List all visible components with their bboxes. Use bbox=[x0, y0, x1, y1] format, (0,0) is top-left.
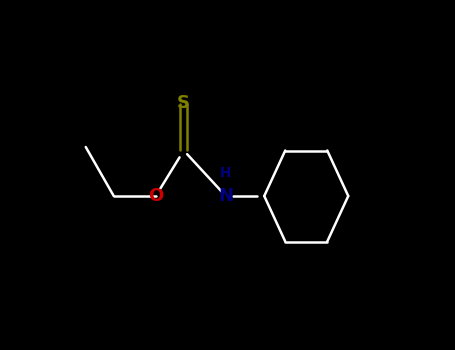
Text: H: H bbox=[220, 166, 232, 180]
Text: S: S bbox=[177, 94, 190, 112]
Text: N: N bbox=[218, 187, 233, 205]
Text: O: O bbox=[148, 187, 163, 205]
